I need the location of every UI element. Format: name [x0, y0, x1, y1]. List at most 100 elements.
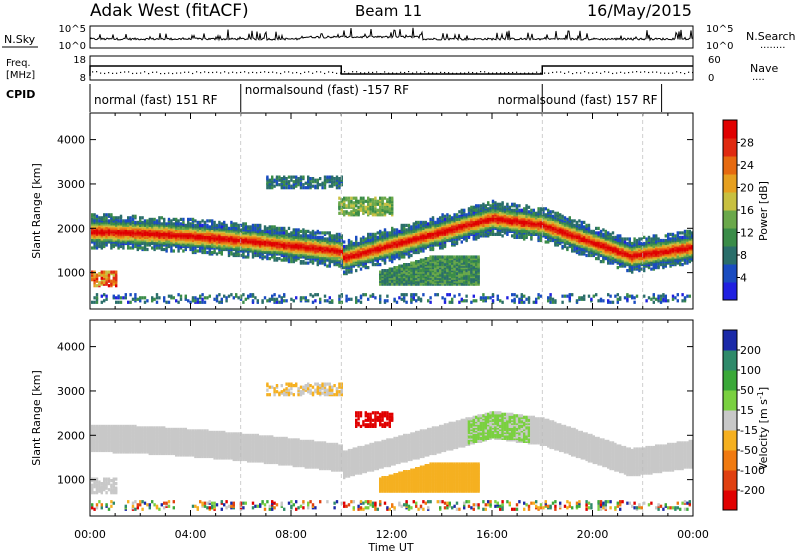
- power-cell: [367, 297, 370, 301]
- power-cell: [379, 294, 382, 298]
- power-cell: [501, 300, 504, 304]
- nave-dot: [404, 71, 406, 74]
- power-cell: [235, 293, 238, 297]
- power-cell: [244, 255, 247, 259]
- power-cell: [112, 276, 115, 280]
- power-cell: [213, 220, 216, 224]
- power-cell: [405, 300, 408, 304]
- power-cell: [155, 300, 159, 304]
- nave-dot: [100, 72, 102, 74]
- nave-dot: [488, 72, 490, 74]
- power-cell: [374, 232, 377, 236]
- power-cell: [124, 219, 127, 223]
- power-cell: [386, 207, 389, 211]
- power-cell: [429, 300, 432, 304]
- power-cell: [429, 217, 432, 221]
- power-cell: [230, 252, 233, 256]
- power-cell: [391, 267, 394, 271]
- power-cell: [453, 294, 456, 298]
- power-cell: [191, 217, 195, 221]
- power-cell: [163, 247, 166, 252]
- power-cell: [323, 186, 327, 190]
- power-cell: [379, 263, 382, 267]
- power-cell: [170, 249, 173, 253]
- power-cell: [237, 252, 240, 256]
- power-cell: [431, 255, 435, 259]
- power-cell: [491, 199, 495, 203]
- power-cell: [227, 253, 231, 258]
- power-cell: [381, 269, 384, 273]
- power-cell: [227, 294, 231, 298]
- power-cell: [496, 202, 499, 206]
- power-cell: [160, 222, 163, 226]
- power-cell: [381, 208, 384, 212]
- power-cell: [523, 294, 526, 298]
- power-cell: [338, 297, 341, 301]
- power-cell: [98, 216, 101, 220]
- power-cell: [112, 216, 115, 220]
- power-cell: [434, 220, 437, 224]
- power-cell: [93, 213, 96, 217]
- power-cell: [403, 263, 406, 267]
- cpid-segment-label: normal (fast) 151 RF: [94, 93, 218, 107]
- power-cell: [218, 223, 221, 227]
- power-cell: [335, 232, 339, 236]
- power-cell: [314, 178, 317, 182]
- power-cell: [400, 255, 403, 259]
- power-cell: [391, 226, 394, 230]
- power-cell: [280, 258, 283, 262]
- nave-dot: [576, 72, 578, 74]
- power-cell: [467, 255, 471, 259]
- power-cell: [160, 247, 163, 252]
- power-cell: [273, 178, 276, 182]
- power-cell: [247, 294, 250, 298]
- nave-dot: [216, 71, 218, 73]
- power-cell: [196, 297, 199, 301]
- nave-dot: [192, 72, 194, 75]
- power-cell: [167, 300, 171, 304]
- power-cell: [484, 232, 487, 236]
- power-cell: [103, 293, 106, 297]
- power-cell: [331, 184, 334, 188]
- power-cell: [364, 205, 367, 209]
- power-cell: [165, 249, 168, 253]
- power-cell: [110, 279, 113, 283]
- power-cell: [283, 293, 286, 297]
- power-cell: [177, 219, 180, 223]
- nave-dot: [476, 72, 478, 74]
- power-cell: [112, 279, 115, 283]
- power-cell: [290, 178, 293, 182]
- power-cell: [314, 235, 317, 239]
- power-cell: [268, 297, 271, 301]
- power-cell: [513, 234, 516, 238]
- nave-dot: [268, 71, 270, 74]
- power-cell: [211, 219, 214, 223]
- power-cell: [518, 208, 521, 212]
- power-cell: [328, 300, 331, 304]
- power-cell: [297, 177, 300, 181]
- power-cell: [179, 297, 183, 301]
- power-cell: [496, 297, 499, 301]
- power-cell: [127, 246, 130, 250]
- power-cell: [515, 204, 519, 208]
- power-cell: [369, 211, 372, 215]
- power-cell: [105, 294, 108, 298]
- power-cell: [263, 228, 267, 232]
- power-cell: [163, 217, 166, 221]
- power-cell: [158, 296, 161, 300]
- power-cell: [273, 225, 276, 229]
- nave-dot: [376, 71, 378, 73]
- power-cell: [93, 300, 96, 304]
- power-cell: [91, 300, 94, 304]
- power-cell: [307, 261, 310, 265]
- power-cell: [206, 223, 209, 227]
- power-cell: [203, 296, 207, 300]
- power-cell: [388, 207, 391, 211]
- power-cell: [285, 299, 288, 303]
- power-cell: [112, 294, 115, 298]
- power-cell: [134, 296, 137, 300]
- power-cell: [338, 201, 341, 205]
- power-cell: [436, 255, 439, 259]
- power-cell: [350, 210, 353, 214]
